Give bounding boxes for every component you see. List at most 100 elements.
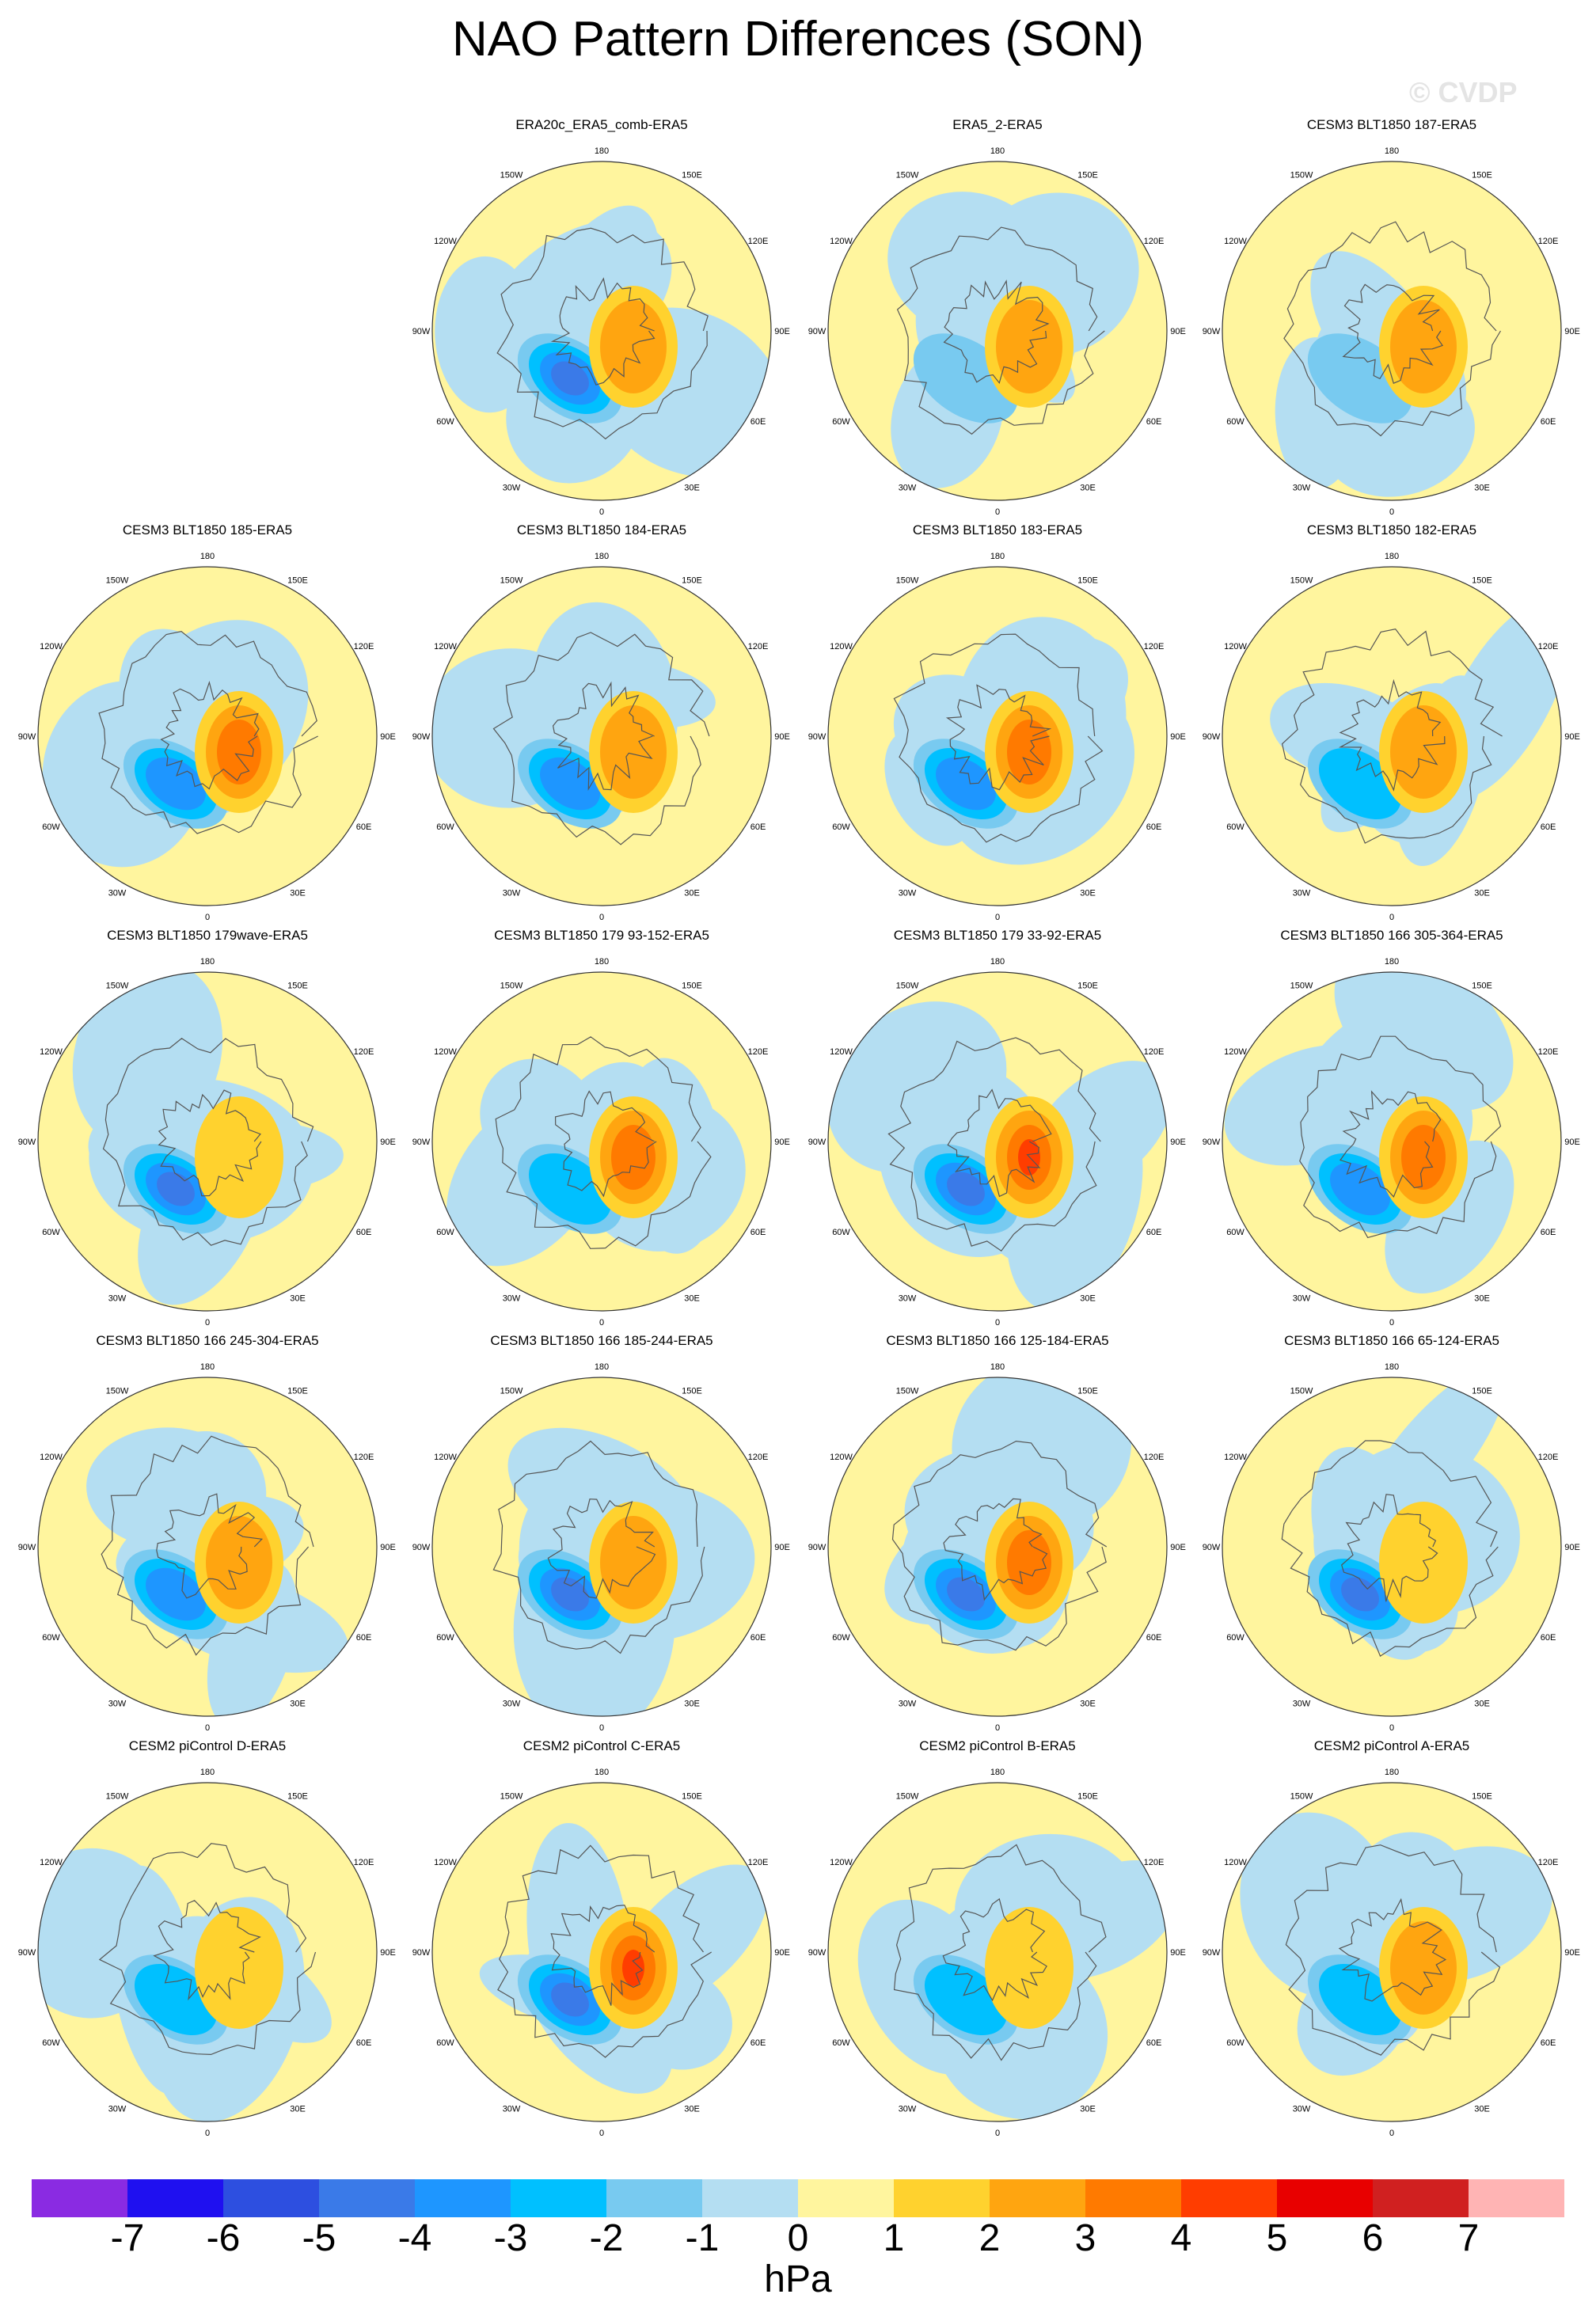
- colorbar-box: [319, 2179, 415, 2217]
- colorbar-tick-label: -5: [302, 2217, 336, 2259]
- longitude-label: 150W: [1290, 171, 1313, 180]
- longitude-label: 60E: [1541, 417, 1556, 427]
- longitude-label: 90W: [18, 1948, 36, 1958]
- map-panel: CESM3 BLT1850 185-ERA5 180 150E 120E 90E 60E 3…: [17, 522, 397, 926]
- map-border: [1222, 971, 1562, 1312]
- longitude-label: 90E: [1564, 732, 1580, 742]
- longitude-label: 90E: [774, 1543, 790, 1552]
- longitude-label: 60W: [42, 1633, 60, 1643]
- longitude-label: 150W: [1290, 982, 1313, 991]
- polar-map: 180 150E 120E 90E 60E 30E 0 30W 60W 90W 120W 150W: [18, 552, 396, 922]
- longitude-label: 0: [1389, 2129, 1394, 2138]
- map-panel: CESM3 BLT1850 166 245-304-ERA5 180 150E 120…: [17, 1333, 397, 1737]
- longitude-label: 60W: [436, 1633, 454, 1643]
- longitude-label: 60E: [1541, 1228, 1556, 1237]
- map-border: [37, 1782, 378, 2122]
- panel-title: CESM3 BLT1850 183-ERA5: [912, 522, 1083, 537]
- longitude-label: 30E: [1474, 2105, 1490, 2114]
- panel-title: CESM3 BLT1850 187-ERA5: [1306, 117, 1477, 132]
- longitude-label: 60E: [356, 1228, 372, 1237]
- field-negative-contour: [551, 1982, 589, 2017]
- longitude-label: 120E: [1538, 1858, 1559, 1867]
- longitude-label: 90E: [1170, 1948, 1186, 1958]
- longitude-label: 60E: [1541, 2038, 1556, 2048]
- polar-map: 180 150E 120E 90E 60E 30E 0 30W 60W 90W 120W 150W: [1203, 1362, 1580, 1733]
- panel-title: CESM3 BLT1850 179 93-152-ERA5: [494, 928, 709, 943]
- longitude-label: 30E: [290, 889, 306, 898]
- map-panel: CESM2 piControl B-ERA5 180 150E 120E 90E 60E 3…: [808, 1738, 1188, 2142]
- longitude-label: 150E: [682, 1387, 702, 1396]
- longitude-label: 150W: [106, 576, 129, 586]
- longitude-label: 120E: [1538, 1453, 1559, 1462]
- longitude-label: 180: [595, 552, 609, 561]
- coastlines: [102, 1038, 314, 1246]
- map-border: [827, 1377, 1168, 1717]
- longitude-label: 60E: [1146, 417, 1162, 427]
- field-positive-contour: [622, 1950, 644, 1986]
- longitude-label: 60E: [1146, 1633, 1162, 1643]
- field-negative-weak: [1436, 600, 1561, 800]
- panel-title: CESM3 BLT1850 179wave-ERA5: [107, 928, 308, 943]
- longitude-label: 120E: [1538, 642, 1559, 651]
- longitude-label: 90E: [1170, 1543, 1186, 1552]
- field-positive-contour: [195, 1907, 283, 2029]
- colorbar-tick-label: -7: [110, 2217, 145, 2259]
- longitude-label: 30W: [503, 2105, 521, 2114]
- longitude-label: 60E: [750, 2038, 766, 2048]
- longitude-label: 150E: [1472, 171, 1492, 180]
- longitude-label: 90W: [412, 1543, 431, 1552]
- map-border: [431, 1782, 772, 2122]
- longitude-label: 0: [599, 913, 604, 922]
- longitude-label: 60E: [1146, 2038, 1162, 2048]
- longitude-label: 120W: [434, 1047, 457, 1057]
- longitude-label: 120W: [40, 1858, 63, 1867]
- longitude-label: 180: [1385, 957, 1399, 967]
- map-panel: ERA20c_ERA5_comb-ERA5 180 150E 120E 90E 60E 30…: [412, 117, 792, 521]
- map-border: [827, 161, 1168, 501]
- colorbar-box: [1085, 2179, 1181, 2217]
- longitude-label: 60E: [1541, 822, 1556, 832]
- longitude-label: 120W: [40, 642, 63, 651]
- longitude-label: 30W: [503, 1294, 521, 1304]
- longitude-label: 60E: [750, 1633, 766, 1643]
- longitude-label: 120W: [40, 1453, 63, 1462]
- map-border: [1222, 1782, 1562, 2122]
- colorbar-box: [702, 2179, 798, 2217]
- longitude-label: 120W: [830, 1858, 853, 1867]
- longitude-label: 30W: [108, 1700, 127, 1709]
- polar-map: 180 150E 120E 90E 60E 30E 0 30W 60W 90W 120W 150W: [808, 1768, 1186, 2138]
- longitude-label: 30W: [503, 484, 521, 493]
- field-negative-contour: [1341, 1577, 1379, 1612]
- map-border: [431, 161, 772, 501]
- cvdp-watermark: © CVDP: [1409, 76, 1518, 108]
- longitude-label: 0: [205, 1318, 210, 1328]
- map-panel: ERA5_2-ERA5 180 150E 120E 90E 60E 30E 0 30W 60W 90…: [808, 117, 1188, 521]
- longitude-label: 180: [990, 1362, 1005, 1372]
- longitude-label: 90W: [808, 732, 826, 742]
- colorbar-tick-label: 5: [1266, 2217, 1288, 2259]
- longitude-label: 120E: [354, 1858, 374, 1867]
- longitude-label: 90W: [18, 1138, 36, 1147]
- longitude-label: 30E: [290, 1294, 306, 1304]
- longitude-label: 150W: [1290, 1387, 1313, 1396]
- map-border: [431, 566, 772, 906]
- longitude-label: 30W: [1293, 1700, 1311, 1709]
- longitude-label: 90E: [380, 1138, 396, 1147]
- field-positive-contour: [611, 1125, 656, 1190]
- field-positive-contour: [217, 720, 261, 784]
- longitude-label: 60W: [42, 1228, 60, 1237]
- polar-map: 180 150E 120E 90E 60E 30E 0 30W 60W 90W 120W 150W: [412, 1362, 790, 1733]
- map-border: [37, 1377, 378, 1717]
- figure-title: NAO Pattern Differences (SON): [451, 12, 1145, 66]
- longitude-label: 30E: [1080, 1294, 1096, 1304]
- field-negative-contour: [551, 1577, 589, 1612]
- longitude-label: 180: [200, 1362, 215, 1372]
- longitude-label: 150W: [896, 576, 919, 586]
- longitude-label: 30W: [899, 1700, 917, 1709]
- longitude-label: 30E: [1474, 1700, 1490, 1709]
- longitude-label: 120W: [1224, 237, 1247, 246]
- field-negative-contour: [936, 757, 996, 811]
- longitude-label: 180: [1385, 1362, 1399, 1372]
- field-positive-contour: [1007, 1530, 1051, 1595]
- coastlines: [497, 1844, 712, 2058]
